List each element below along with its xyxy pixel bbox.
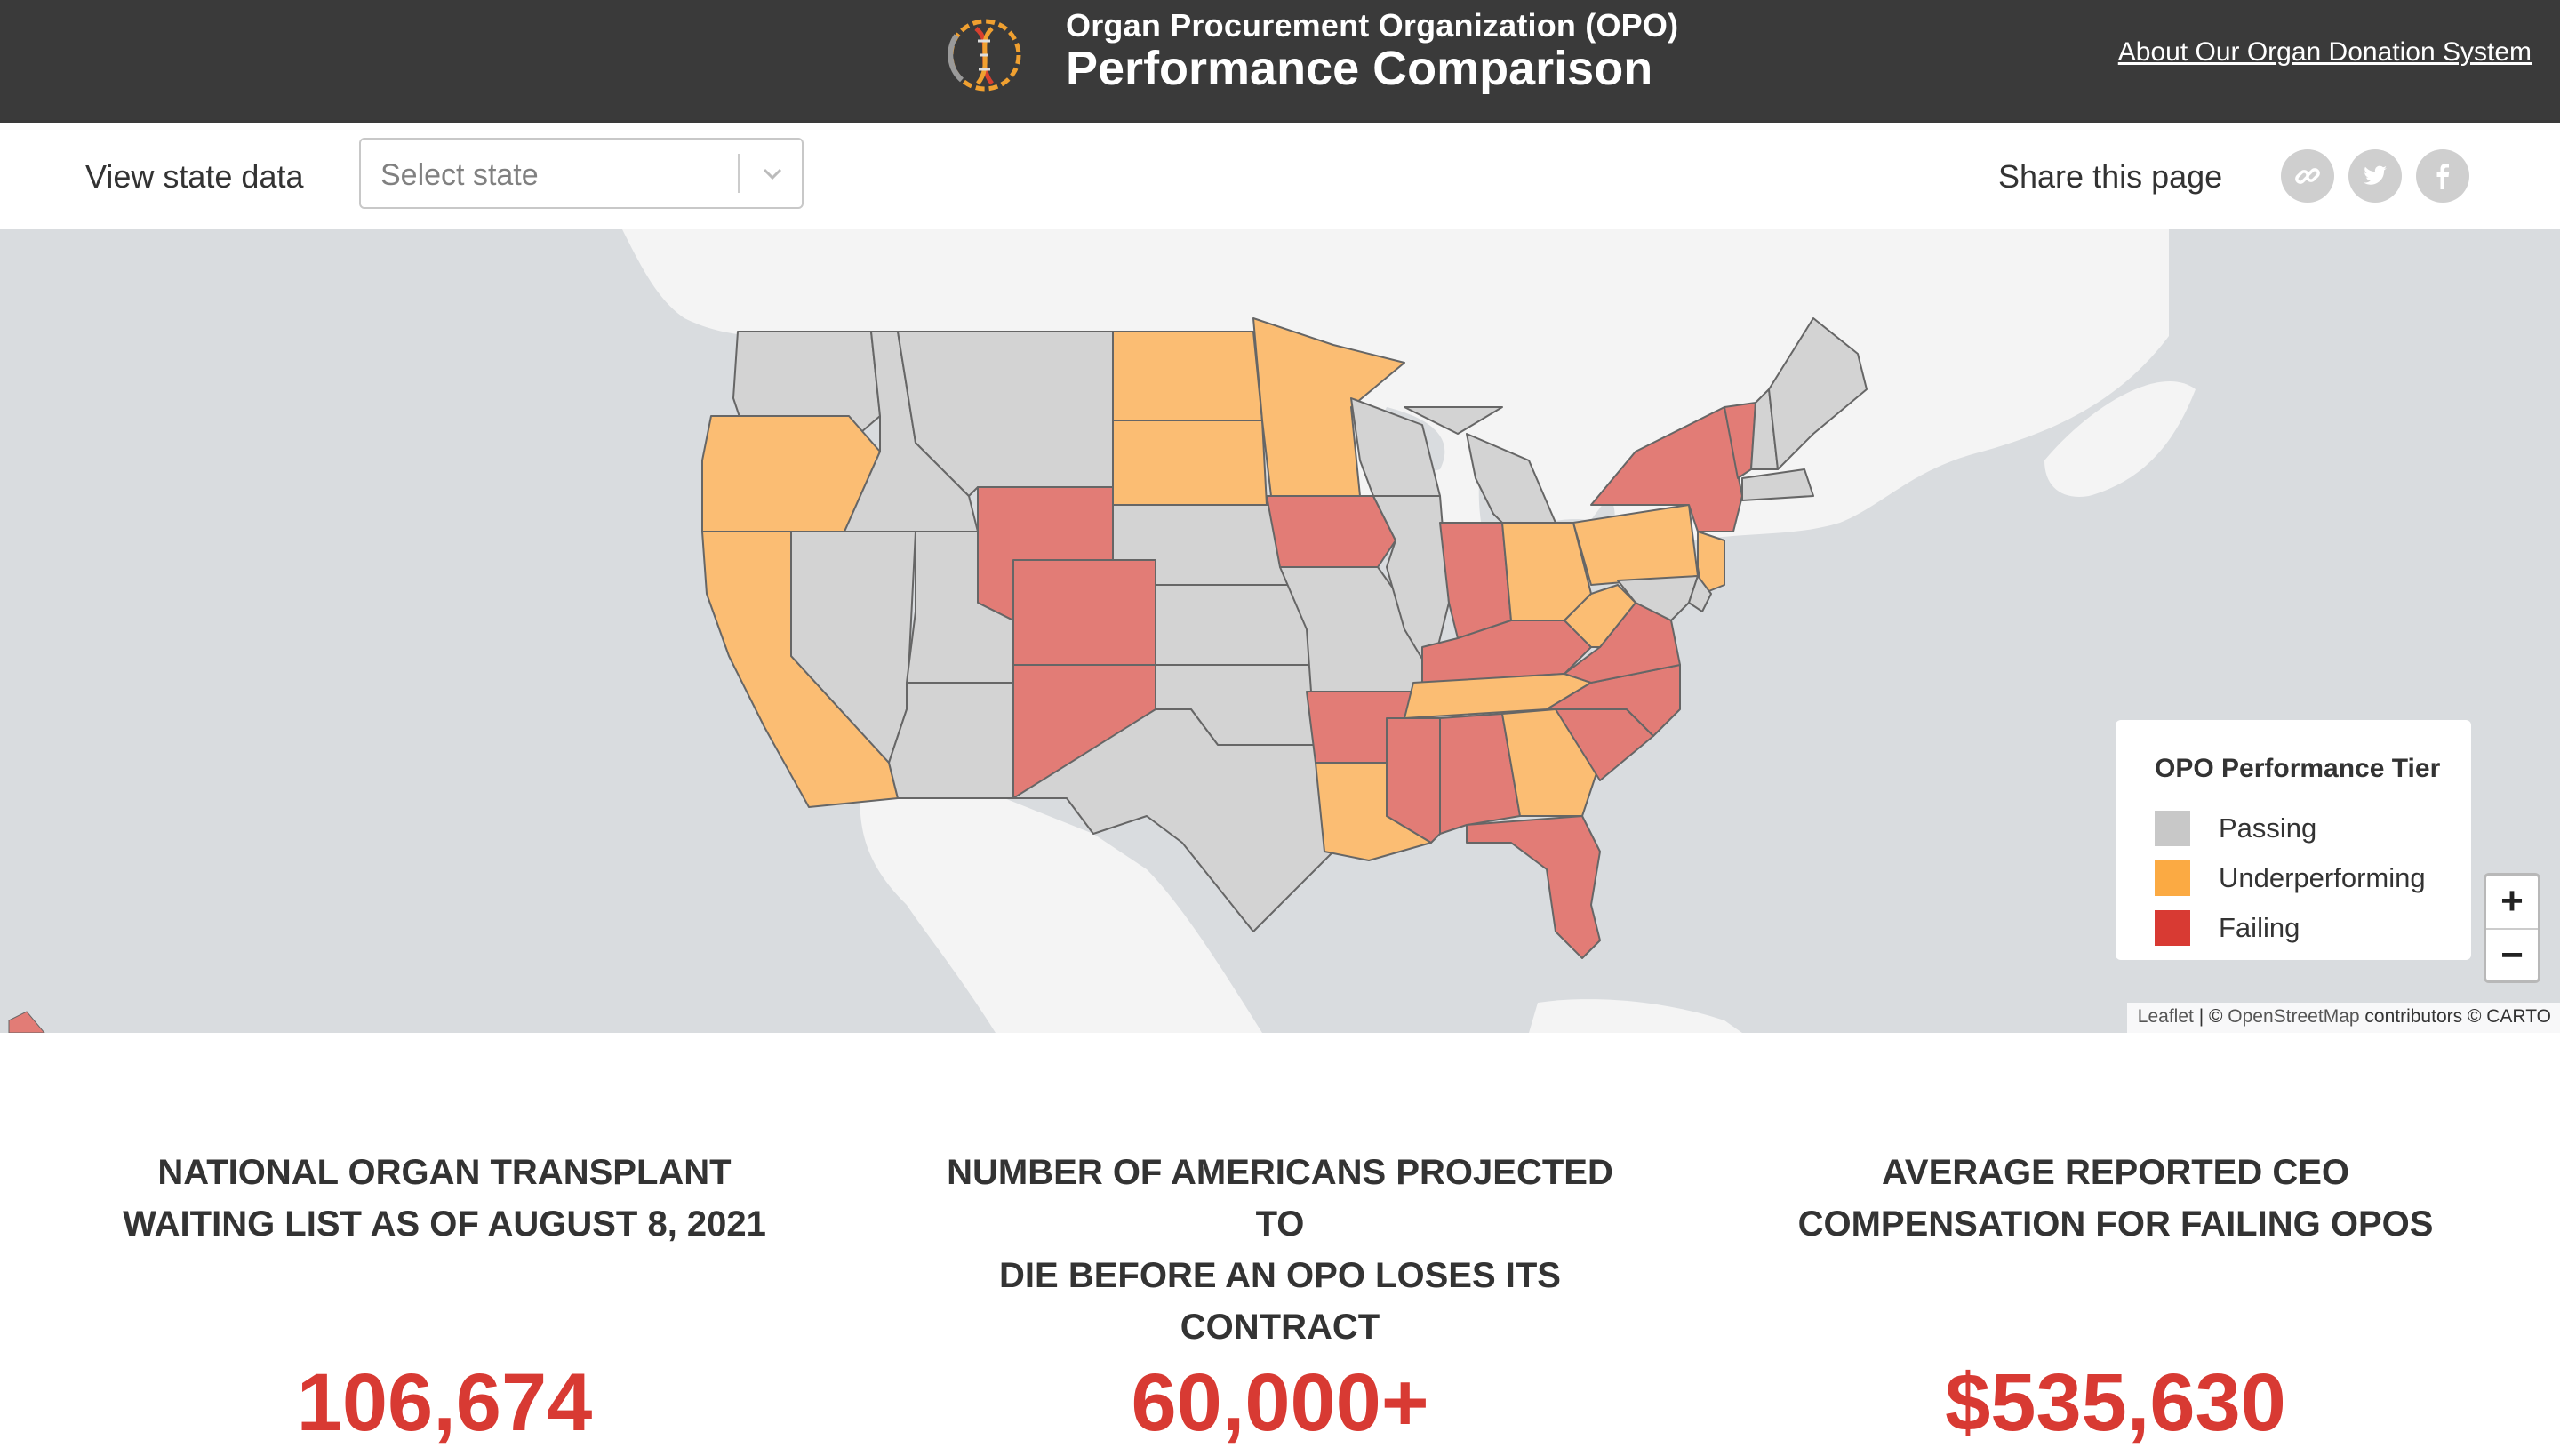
attribution-separator: | © <box>2193 1006 2228 1027</box>
stat-projected-deaths: NUMBER OF AMERICANS PROJECTED TO DIE BEF… <box>924 1147 1636 1448</box>
state-TX <box>1012 708 1334 932</box>
state-ME <box>1768 317 1868 470</box>
legend-label: Underperforming <box>2219 862 2426 893</box>
canada-land <box>622 229 2169 547</box>
newfoundland-land <box>2044 381 2196 497</box>
stat-heading-line: CONTRACT <box>1180 1308 1380 1347</box>
twitter-icon[interactable] <box>2348 149 2402 203</box>
state-NJ <box>1697 531 1725 595</box>
stat-heading: NATIONAL ORGAN TRANSPLANT WAITING LIST A… <box>89 1147 800 1250</box>
attribution-contributors: contributors © CARTO <box>2359 1006 2551 1027</box>
state-DE <box>1688 575 1712 612</box>
select-separator <box>738 154 740 193</box>
stat-value: 60,000+ <box>1131 1357 1429 1448</box>
state-select-placeholder: Select state <box>380 158 539 192</box>
zoom-out-button[interactable]: − <box>2500 933 2524 977</box>
state-NY <box>1590 406 1743 532</box>
state-AZ <box>888 682 1014 799</box>
stat-heading: NUMBER OF AMERICANS PROJECTED TO DIE BEF… <box>924 1147 1636 1353</box>
state-FL <box>1466 815 1601 959</box>
stat-value: $535,630 <box>1945 1357 2286 1448</box>
stat-waiting-list: NATIONAL ORGAN TRANSPLANT WAITING LIST A… <box>89 1147 800 1448</box>
view-state-label: View state data <box>85 158 304 195</box>
legend-label: Passing <box>2219 812 2317 844</box>
map-canvas[interactable] <box>0 229 2560 1033</box>
legend-title: OPO Performance Tier <box>2155 754 2441 783</box>
state-KS <box>1155 584 1312 666</box>
zoom-control: + − <box>2484 873 2540 983</box>
state-MN <box>1252 317 1405 497</box>
stat-heading-line: WAITING LIST AS OF AUGUST 8, 2021 <box>123 1204 766 1244</box>
share-label: Share this page <box>1998 158 2223 195</box>
osm-link[interactable]: OpenStreetMap <box>2228 1006 2360 1027</box>
legend: OPO Performance Tier Passing Underperfor… <box>2116 720 2471 960</box>
state-MD <box>1617 575 1699 621</box>
zoom-divider <box>2486 928 2538 930</box>
stat-heading-line: COMPENSATION FOR FAILING OPOS <box>1797 1204 2434 1244</box>
state-SD <box>1112 420 1268 506</box>
state-IA <box>1266 495 1396 568</box>
zoom-in-button[interactable]: + <box>2500 879 2524 923</box>
legend-label: Failing <box>2219 912 2300 943</box>
legend-swatch <box>2155 910 2190 946</box>
state-CO <box>1012 559 1156 666</box>
baja-land <box>871 780 942 932</box>
stat-heading-line: AVERAGE REPORTED CEO <box>1882 1153 2349 1192</box>
cuba-land <box>1529 999 1742 1033</box>
about-link[interactable]: About Our Organ Donation System <box>2117 37 2532 67</box>
stat-heading-line: NUMBER OF AMERICANS PROJECTED TO <box>947 1153 1613 1244</box>
link-icon[interactable] <box>2281 149 2334 203</box>
stat-value: 106,674 <box>296 1357 593 1448</box>
state-select[interactable]: Select state <box>359 138 804 209</box>
site-header: Organ Procurement Organization (OPO) Per… <box>0 0 2560 123</box>
mexico-land <box>860 772 1262 1033</box>
state-AL <box>1439 713 1521 835</box>
map[interactable]: OPO Performance Tier Passing Underperfor… <box>0 229 2560 1033</box>
legend-swatch <box>2155 860 2190 896</box>
state-IL <box>1372 495 1450 675</box>
state-MA <box>1741 468 1814 501</box>
header-subtitle: Organ Procurement Organization (OPO) <box>1066 7 1679 44</box>
state-ND <box>1112 331 1263 421</box>
dna-ring-logo-icon[interactable] <box>935 14 1040 96</box>
stat-heading: AVERAGE REPORTED CEO COMPENSATION FOR FA… <box>1760 1147 2471 1250</box>
stat-ceo-compensation: AVERAGE REPORTED CEO COMPENSATION FOR FA… <box>1760 1147 2471 1448</box>
stat-heading-line: NATIONAL ORGAN TRANSPLANT <box>157 1153 732 1192</box>
chevron-down-icon[interactable] <box>757 159 788 189</box>
legend-swatch <box>2155 811 2190 846</box>
map-attribution: Leaflet | © OpenStreetMap contributors ©… <box>2126 1003 2560 1033</box>
alaska-fragment <box>8 1011 45 1033</box>
state-MS <box>1386 717 1441 844</box>
leaflet-link[interactable]: Leaflet <box>2137 1006 2194 1027</box>
stat-heading-line: DIE BEFORE AN OPO LOSES ITS <box>999 1256 1561 1295</box>
toolbar: View state data Select state Share this … <box>0 123 2560 229</box>
facebook-icon[interactable] <box>2416 149 2469 203</box>
state-IN <box>1439 522 1512 639</box>
page-title: Performance Comparison <box>1066 42 1653 95</box>
